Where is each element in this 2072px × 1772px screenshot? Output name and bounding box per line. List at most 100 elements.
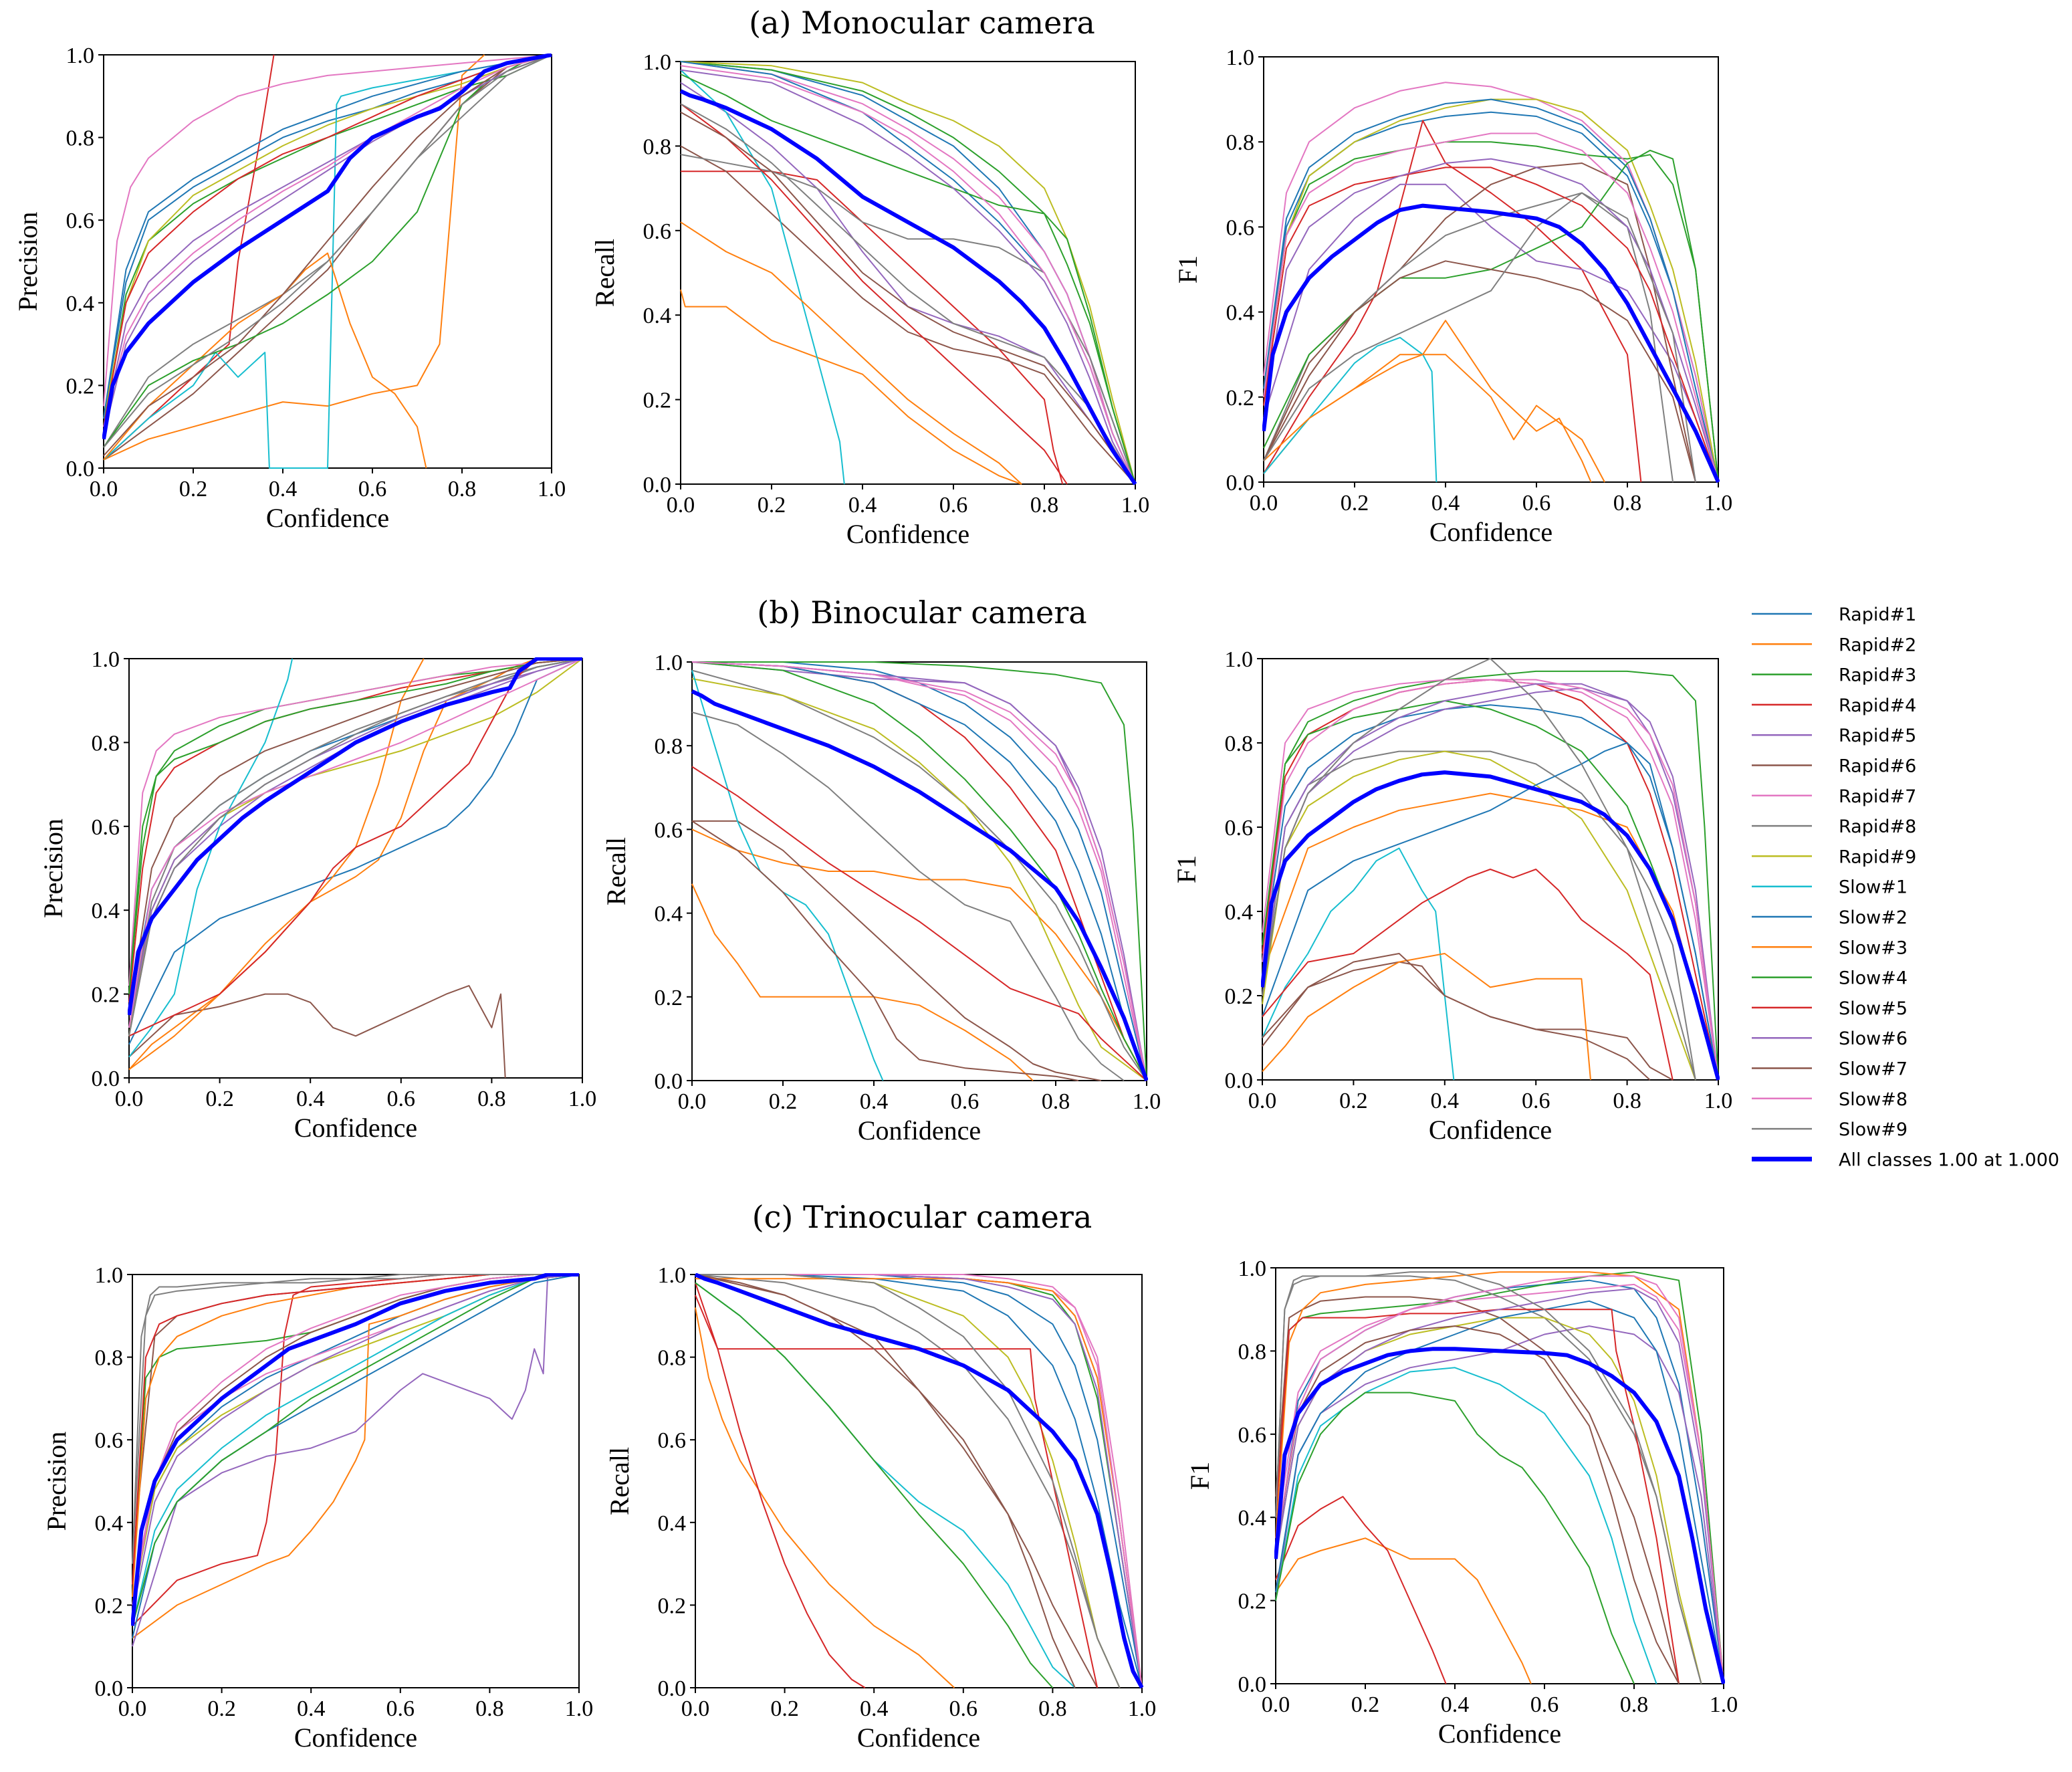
- x-tick-label: 0.4: [296, 1087, 325, 1111]
- series-line-slow-4: [695, 1282, 1054, 1688]
- x-tick-label: 1.0: [1704, 1089, 1733, 1113]
- y-tick-label: 0.8: [92, 731, 120, 756]
- y-tick-label: 0.6: [643, 219, 672, 244]
- panel-a-recall: 0.0 0.2 0.4 0.6 0.8 1.0 0.0 0.2 0.4 0.6 0.8 1.0 Conf…: [590, 50, 1149, 549]
- series-line-rapid-8: [128, 658, 583, 1028]
- series-line-rapid-6: [692, 820, 1102, 1081]
- y-tick-label: 0.0: [655, 1069, 683, 1094]
- panel-b-f1: 0.0 0.2 0.4 0.6 0.8 1.0 0.0 0.2 0.4 0.6 0.8 1.0 Conf…: [1171, 647, 1732, 1145]
- row-title-a: (a) Monocular camera: [749, 5, 1095, 41]
- series-line-slow-1: [132, 1274, 580, 1626]
- legend-label: Rapid#4: [1839, 695, 1916, 716]
- panel-b-recall: 0.0 0.2 0.4 0.6 0.8 1.0 0.0 0.2 0.4 0.6 0.8 1.0 Conf…: [601, 651, 1161, 1145]
- series-line-rapid-9: [691, 678, 1147, 1081]
- x-tick-label: 0.4: [1431, 491, 1460, 516]
- series-line-slow-3: [680, 221, 1022, 485]
- series-line-rapid-3: [1262, 670, 1719, 1081]
- x-tick-label: 0.4: [1441, 1692, 1470, 1717]
- series-line-rapid-2: [103, 54, 485, 461]
- y-tick-label: 0.6: [655, 818, 683, 843]
- series-line-slow-3: [691, 883, 1034, 1081]
- legend-label: Slow#6: [1839, 1028, 1908, 1049]
- x-tick-label: 0.8: [1042, 1089, 1070, 1114]
- series-line-rapid-6: [128, 985, 506, 1079]
- series-line-rapid-7: [103, 54, 552, 407]
- series-line-slow-9: [132, 1274, 579, 1564]
- y-tick-label: 0.6: [92, 815, 120, 840]
- series-line-slow-9: [695, 1274, 1121, 1688]
- series-line-slow-1: [1262, 847, 1455, 1081]
- series-line-slow-2: [691, 661, 1147, 1081]
- series-line-slow-4: [128, 658, 583, 994]
- x-tick-label: 0.2: [770, 1696, 799, 1721]
- x-tick-label: 0.4: [1431, 1089, 1460, 1113]
- series-line-slow-9: [680, 103, 1136, 485]
- y-tick-label: 0.8: [1238, 1339, 1267, 1364]
- y-tick-label: 0.6: [1226, 215, 1255, 240]
- x-tick-label: 0.2: [758, 493, 786, 518]
- plot-frame: [1263, 56, 1719, 483]
- y-tick-label: 0.4: [1238, 1506, 1267, 1531]
- plot-frame: [128, 658, 583, 1079]
- series-line-slow-5: [695, 1295, 1099, 1688]
- series-line-slow-9: [691, 711, 1125, 1081]
- legend-label: Slow#5: [1839, 998, 1908, 1019]
- series-line-slow-9: [1263, 192, 1696, 483]
- legend-label: Slow#1: [1839, 877, 1908, 898]
- x-tick-label: 0.6: [387, 1087, 416, 1111]
- series-line-slow-5: [691, 766, 1147, 1081]
- x-tick-label: 0.2: [1341, 491, 1369, 516]
- series-line-slow-8: [1275, 1275, 1724, 1684]
- plot-frame: [1275, 1267, 1724, 1684]
- x-tick-label: 0.4: [269, 477, 298, 502]
- series-line-rapid-5: [1262, 687, 1719, 1081]
- series-line-slow-2: [1275, 1300, 1724, 1684]
- x-tick-label: 0.0: [90, 477, 118, 502]
- x-tick-label: 1.0: [1704, 491, 1733, 516]
- series-line-rapid-9: [103, 54, 552, 419]
- y-axis-label: Precision: [13, 212, 43, 312]
- series-line-rapid-3: [1263, 141, 1719, 483]
- row-title-b: (b) Binocular camera: [757, 594, 1086, 631]
- x-tick-label: 0.6: [1522, 491, 1551, 516]
- series-line-slow-9: [1275, 1271, 1702, 1684]
- x-tick-label: 0.0: [118, 1696, 147, 1721]
- x-tick-label: 0.6: [358, 477, 387, 502]
- x-tick-label: 0.4: [860, 1696, 889, 1721]
- x-axis-label: Confidence: [846, 519, 969, 549]
- series-line-rapid-4: [695, 1283, 866, 1688]
- panel-b-precision: 0.0 0.2 0.4 0.6 0.8 1.0 0.0 0.2 0.4 0.6 0.8 1.0 Conf…: [38, 647, 596, 1143]
- x-tick-label: 0.0: [1248, 1089, 1277, 1113]
- y-axis-label: Recall: [601, 837, 631, 905]
- legend: Rapid#1 Rapid#2 Rapid#3 Rapid#4 Rapid#5 Rapid…: [1752, 604, 2059, 1170]
- series-line-all: [694, 1273, 1143, 1689]
- y-tick-label: 0.8: [1225, 732, 1254, 756]
- x-tick-label: 0.8: [1038, 1696, 1067, 1721]
- y-tick-label: 0.8: [66, 126, 95, 151]
- series-line-slow-7: [1262, 953, 1651, 1081]
- x-axis-label: Confidence: [294, 1113, 417, 1143]
- y-tick-label: 0.4: [1225, 900, 1254, 925]
- series-line-all: [102, 53, 552, 440]
- x-tick-label: 1.0: [538, 477, 566, 502]
- plot-frame: [132, 1274, 580, 1688]
- series-line-slow-1: [103, 54, 552, 469]
- x-tick-label: 1.0: [1121, 493, 1150, 518]
- y-tick-label: 0.2: [66, 374, 95, 399]
- series-line-all: [1261, 770, 1720, 1081]
- y-tick-label: 1.0: [1225, 647, 1254, 672]
- series-line-rapid-3: [692, 661, 1147, 1081]
- y-axis-label: F1: [1185, 1462, 1215, 1490]
- series-line-slow-1: [128, 658, 294, 1058]
- series-line-all: [128, 657, 582, 1016]
- y-axis-label: F1: [1171, 855, 1201, 883]
- series-line-slow-4: [691, 661, 1147, 1081]
- y-tick-label: 0.0: [95, 1676, 124, 1701]
- series-line-slow-7: [1275, 1325, 1680, 1684]
- series-line-slow-5: [103, 54, 552, 427]
- series-line-all: [131, 1273, 579, 1626]
- series-line-slow-2: [1262, 742, 1719, 1081]
- row-title-c: (c) Trinocular camera: [752, 1199, 1092, 1235]
- x-tick-label: 0.6: [386, 1696, 415, 1721]
- series-line-slow-1: [691, 670, 884, 1081]
